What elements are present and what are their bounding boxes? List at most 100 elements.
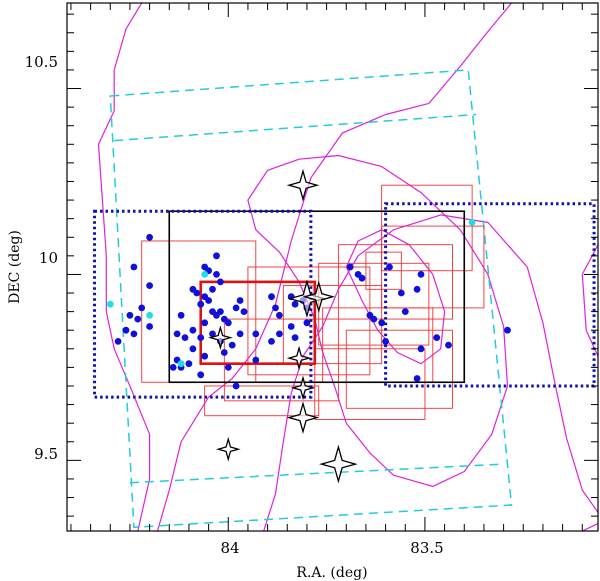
field-black-box [168,210,466,384]
star-small-1 [208,325,233,351]
x-tick-label-84: 84 [220,539,239,557]
field-red-thin-3 [204,385,320,417]
blue-point-6 [122,326,130,334]
blue-point-68 [370,315,378,323]
contour-line-1 [156,3,512,531]
blue-point-13 [213,271,220,278]
blue-point-18 [205,297,213,304]
tick-layer [67,3,598,531]
blue-point-60 [346,263,354,271]
blue-point-0 [146,233,154,241]
blue-point-40 [201,352,209,360]
blue-point-5 [138,304,146,312]
blue-point-10 [213,252,220,260]
blue-point-19 [197,300,205,308]
field-red-thin-4 [314,348,426,420]
field-red-thin-12 [365,251,402,290]
star-small-3 [290,375,316,401]
blue-point-27 [240,308,248,315]
blue-point-8 [114,338,122,345]
blue-point-30 [177,311,185,319]
blue-point-57 [287,323,295,330]
cyan-point-3 [177,360,185,368]
cyan-point-0 [106,300,114,308]
star-medium-2 [302,280,336,314]
blue-point-58 [291,334,299,341]
blue-point-43 [169,364,177,371]
blue-point-14 [217,278,224,286]
field-dotted-blue-left [93,209,313,399]
star-small-2 [286,345,312,371]
blue-point-7 [130,330,138,338]
field-red-thin-2 [247,266,371,376]
blue-point-23 [201,319,209,327]
blue-point-66 [417,271,425,278]
plot-frame [66,2,599,532]
blue-point-1 [130,263,138,271]
blue-point-25 [236,297,244,304]
y-axis-label: DEC (deg) [7,230,23,304]
y-tick-label-10.5: 10.5 [25,53,58,71]
blue-point-3 [126,311,134,319]
blue-point-74 [413,375,421,382]
blue-point-46 [197,371,205,379]
star-medium-1 [286,168,320,202]
star-small-4 [215,436,241,462]
blue-point-62 [358,274,366,282]
star-large-2 [319,444,358,484]
blue-point-4 [134,315,142,323]
blue-point-78 [220,349,228,356]
contour-line-0 [97,3,151,531]
blue-point-79 [252,356,260,364]
blue-point-36 [252,330,260,338]
star-medium-3 [286,401,320,434]
blue-point-32 [181,334,189,341]
cyan-point-4 [468,219,476,226]
blue-point-2 [146,282,154,289]
blue-point-37 [276,330,283,338]
blue-point-64 [397,289,405,297]
blue-point-41 [185,360,193,368]
field-red-thin-7 [337,244,453,320]
blue-point-33 [197,334,205,341]
field-dashed-cyan-inner-bottom [129,463,504,484]
blue-point-76 [504,326,511,334]
blue-point-71 [401,308,409,315]
field-red-thin-6 [345,329,453,409]
cyan-point-1 [146,311,154,319]
field-red-thick [199,280,317,365]
blue-point-77 [189,285,197,293]
y-tick-label-9.5: 9.5 [34,445,58,463]
point-layer [106,219,511,390]
blue-point-49 [268,293,275,301]
blue-point-75 [445,341,452,349]
blue-point-9 [146,323,154,330]
blue-point-47 [224,364,232,371]
cyan-point-2 [201,271,209,278]
blue-point-70 [382,338,389,345]
blue-point-22 [213,311,220,319]
contour-layer [97,3,598,531]
blue-point-29 [189,326,197,334]
contour-line-3 [581,244,598,357]
x-axis-label: R.A. (deg) [296,565,367,581]
blue-point-72 [417,345,425,353]
blue-point-50 [272,304,279,312]
blue-point-31 [173,330,181,338]
blue-point-65 [413,285,421,293]
blue-point-51 [276,311,283,319]
contour-line-5 [247,154,509,487]
blue-point-54 [291,300,299,308]
field-red-thin-1 [223,318,339,402]
blue-point-48 [232,382,240,390]
blue-point-34 [209,330,216,338]
blue-point-12 [201,263,209,271]
field-red-thin-10 [381,225,485,309]
blue-point-28 [224,319,232,327]
star-layer [208,168,358,484]
blue-point-26 [232,304,240,312]
blue-point-35 [236,330,244,338]
blue-point-69 [378,319,386,327]
